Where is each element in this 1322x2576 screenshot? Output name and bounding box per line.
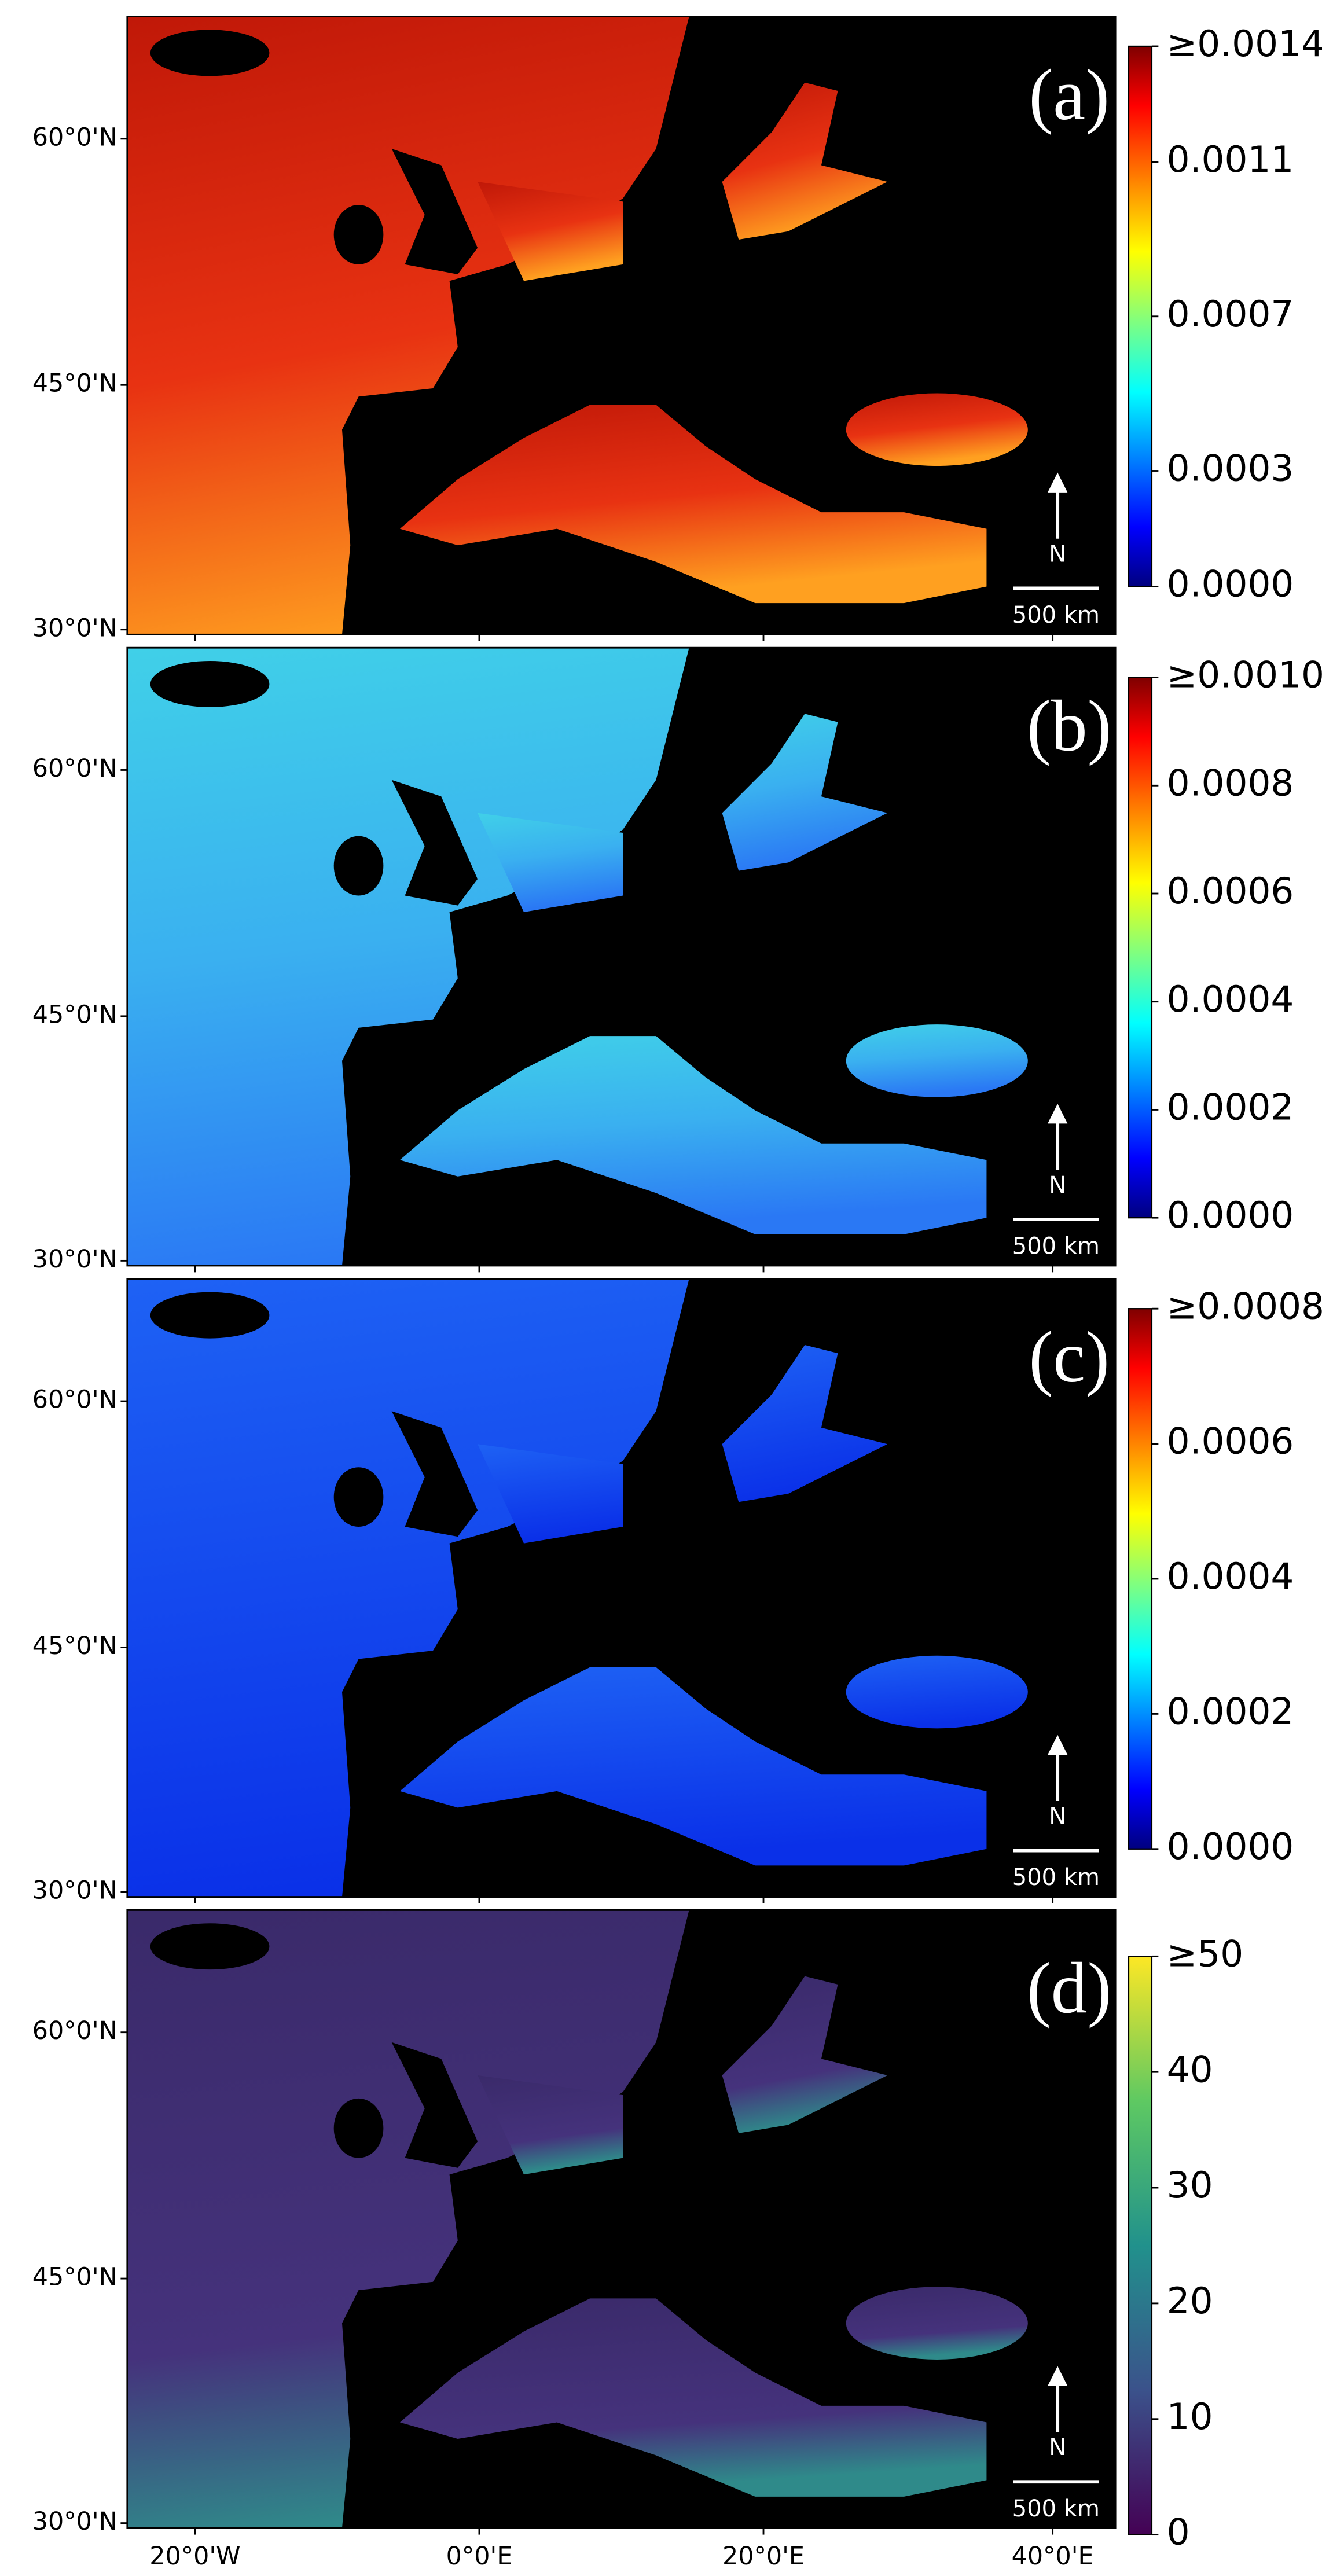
map-panel: (b) N 500 km bbox=[126, 646, 1117, 1267]
north-sea bbox=[478, 2075, 623, 2175]
mediterranean bbox=[399, 1036, 987, 1234]
north-sea bbox=[478, 1444, 623, 1544]
lat-label: 45°0'N bbox=[32, 1631, 117, 1660]
baltic-sea bbox=[722, 1976, 888, 2133]
colorbar bbox=[1128, 1308, 1153, 1850]
panel-label: (d) bbox=[1027, 1949, 1111, 2029]
colorbar bbox=[1128, 1956, 1153, 2535]
baltic-sea bbox=[722, 82, 888, 240]
colorbar-tick-label: 0.0002 bbox=[1167, 1690, 1294, 1732]
north-label: N bbox=[1049, 1172, 1066, 1199]
colorbar-tick-label: ≥0.0008 bbox=[1167, 1285, 1322, 1327]
north-label: N bbox=[1049, 541, 1066, 567]
north-sea bbox=[478, 182, 623, 281]
colorbar-tick-label: 0.0008 bbox=[1167, 762, 1294, 804]
colorbar-tick-label: ≥50 bbox=[1167, 1932, 1244, 1975]
colorbar-tick-label: 0.0003 bbox=[1167, 447, 1294, 490]
scale-bar-label: 500 km bbox=[1012, 1233, 1100, 1260]
scale-bar-label: 500 km bbox=[1012, 602, 1100, 629]
scale-bar-label: 500 km bbox=[1012, 1864, 1100, 1891]
lat-label: 45°0'N bbox=[32, 2263, 117, 2292]
scale-bar-label: 500 km bbox=[1012, 2496, 1100, 2522]
panel-frame bbox=[126, 1909, 1117, 2529]
colorbar-tick-label: 0.0011 bbox=[1167, 138, 1294, 181]
black-sea bbox=[846, 2287, 1028, 2360]
lat-label: 30°0'N bbox=[32, 1876, 117, 1905]
mediterranean bbox=[399, 1667, 987, 1866]
lon-label: 0°0'E bbox=[446, 2542, 513, 2571]
lat-label: 45°0'N bbox=[32, 369, 117, 398]
north-arrow-head bbox=[1048, 472, 1068, 493]
lon-label: 20°0'W bbox=[149, 2542, 240, 2571]
panel-frame bbox=[126, 16, 1117, 635]
lat-label: 60°0'N bbox=[32, 1386, 117, 1414]
map-panel: (a) N 500 km bbox=[126, 16, 1117, 635]
lat-label: 45°0'N bbox=[32, 1000, 117, 1029]
panel-label: (a) bbox=[1029, 55, 1109, 135]
lat-label: 60°0'N bbox=[32, 2016, 117, 2045]
mediterranean bbox=[399, 2298, 987, 2497]
panel-frame bbox=[126, 646, 1117, 1267]
colorbar-tick-label: 40 bbox=[1167, 2048, 1213, 2090]
panel-label: (b) bbox=[1027, 686, 1111, 766]
north-label: N bbox=[1049, 2434, 1066, 2461]
colorbar-tick-label: 20 bbox=[1167, 2280, 1213, 2322]
north-arrow-head bbox=[1048, 2366, 1068, 2386]
north-label: N bbox=[1049, 1803, 1066, 1830]
lat-label: 30°0'N bbox=[32, 1245, 117, 1274]
colorbar bbox=[1128, 677, 1153, 1219]
colorbar-tick-label: 0.0000 bbox=[1167, 1194, 1294, 1236]
colorbar-tick-label: 30 bbox=[1167, 2164, 1213, 2206]
colorbar-tick-label: 10 bbox=[1167, 2395, 1213, 2438]
map-panel: (c) N 500 km bbox=[126, 1278, 1117, 1898]
lat-label: 60°0'N bbox=[32, 754, 117, 783]
north-arrow-head bbox=[1048, 1104, 1068, 1124]
colorbar-tick-label: 0.0004 bbox=[1167, 1555, 1294, 1597]
colorbar-tick-label: 0 bbox=[1167, 2511, 1190, 2553]
baltic-sea bbox=[722, 714, 888, 871]
lon-label: 40°0'E bbox=[1012, 2542, 1094, 2571]
north-sea bbox=[478, 813, 623, 912]
mediterranean bbox=[399, 405, 987, 604]
lon-label: 20°0'E bbox=[722, 2542, 805, 2571]
colorbar-tick-label: ≥0.0014 bbox=[1167, 23, 1322, 65]
colorbar-tick-label: 0.0000 bbox=[1167, 563, 1294, 605]
colorbar-tick-label: 0.0002 bbox=[1167, 1086, 1294, 1129]
black-sea bbox=[846, 1655, 1028, 1729]
black-sea bbox=[846, 1024, 1028, 1097]
baltic-sea bbox=[722, 1344, 888, 1502]
panel-label: (c) bbox=[1029, 1317, 1109, 1398]
north-arrow-head bbox=[1048, 1735, 1068, 1755]
colorbar-tick-label: 0.0006 bbox=[1167, 1420, 1294, 1462]
colorbar-tick-label: ≥0.0010 bbox=[1167, 654, 1322, 696]
panel-frame bbox=[126, 1278, 1117, 1898]
lat-label: 30°0'N bbox=[32, 2507, 117, 2536]
lat-label: 60°0'N bbox=[32, 123, 117, 152]
map-panel: (d) N 500 km bbox=[126, 1909, 1117, 2529]
lat-label: 30°0'N bbox=[32, 613, 117, 642]
black-sea bbox=[846, 393, 1028, 466]
colorbar-tick-label: 0.0000 bbox=[1167, 1825, 1294, 1868]
colorbar bbox=[1128, 45, 1153, 587]
colorbar-tick-label: 0.0006 bbox=[1167, 870, 1294, 912]
colorbar-tick-label: 0.0007 bbox=[1167, 293, 1294, 335]
colorbar-tick-label: 0.0004 bbox=[1167, 978, 1294, 1020]
